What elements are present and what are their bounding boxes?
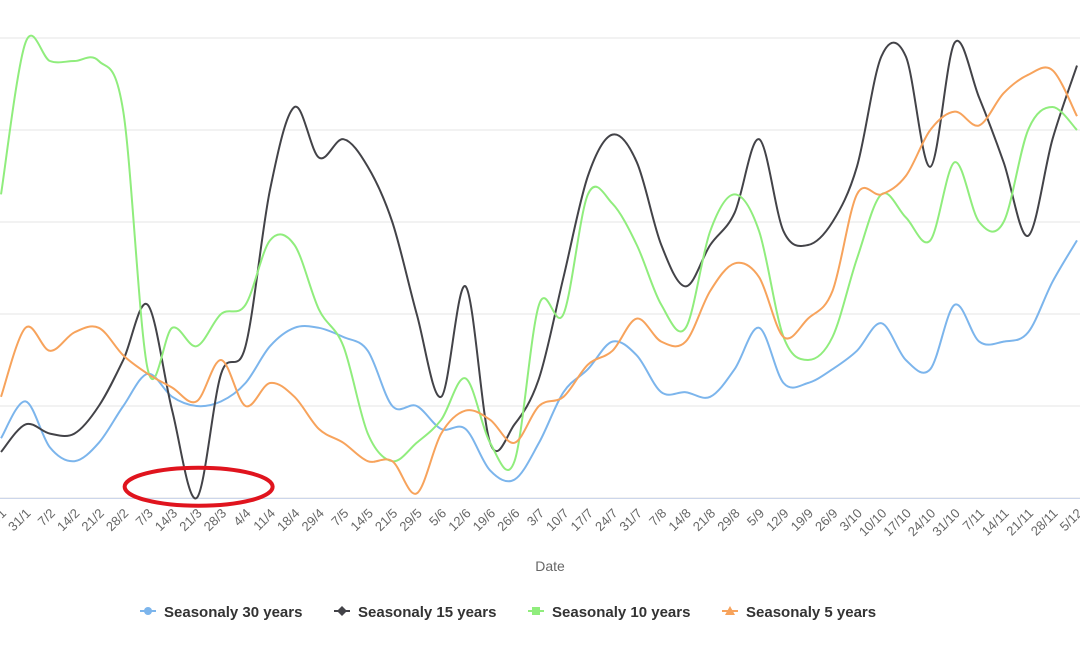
highlight-ellipse — [122, 465, 275, 508]
x-tick-label: 24/7 — [592, 506, 621, 535]
x-tick-label: 24/10 — [905, 506, 939, 540]
series-lines — [0, 34, 1078, 500]
x-tick-label: 29/8 — [714, 506, 743, 535]
x-tick-label: 29/5 — [396, 506, 425, 535]
x-tick-label: 14/3 — [152, 506, 181, 535]
x-tick-label: 21/3 — [176, 506, 205, 535]
series-line-seasonaly-15-years — [0, 39, 1078, 500]
x-tick-label: 28/2 — [103, 506, 132, 535]
x-tick-label: 4/4 — [230, 506, 253, 529]
annotations — [122, 465, 275, 508]
x-tick-label: 10/10 — [856, 506, 890, 540]
legend-marker-circle — [144, 607, 152, 615]
x-tick-label: 14/8 — [665, 506, 694, 535]
x-tick-label: 31/1 — [5, 506, 34, 535]
legend-label: Seasonaly 15 years — [358, 604, 496, 621]
x-axis-title: Date — [535, 558, 565, 574]
x-tick-label: 17/7 — [568, 506, 597, 535]
x-tick-label: 31/7 — [616, 506, 645, 535]
x-tick-label: 7/2 — [35, 506, 58, 529]
x-tick-label: 29/4 — [299, 506, 328, 535]
legend-label: Seasonaly 5 years — [746, 604, 876, 621]
x-tick-label: 28/3 — [201, 506, 230, 535]
x-tick-label: 21/8 — [690, 506, 719, 535]
x-tick-label: 12/9 — [763, 506, 792, 535]
x-tick-label: 19/6 — [470, 506, 499, 535]
series-line-seasonaly-10-years — [0, 34, 1078, 471]
x-tick-label: 17/10 — [880, 506, 914, 540]
x-tick-label: 10/7 — [543, 506, 572, 535]
x-tick-label: 7/3 — [132, 506, 155, 529]
x-tick-label: 26/6 — [494, 506, 523, 535]
x-tick-label: 7/5 — [328, 506, 351, 529]
x-axis-tick-labels: 24/131/1 7/214/221/228/2 7/314/321/328/3 4/… — [0, 506, 1080, 540]
legend-label: Seasonaly 30 years — [164, 604, 302, 621]
x-tick-label: 3/7 — [524, 506, 547, 529]
legend-item[interactable]: Seasonaly 10 years — [528, 604, 690, 621]
x-tick-label: 11/4 — [250, 506, 278, 534]
x-tick-label: 14/2 — [54, 506, 83, 535]
legend-item[interactable]: Seasonaly 15 years — [334, 604, 496, 621]
legend-item[interactable]: Seasonaly 30 years — [140, 604, 302, 621]
series-line-seasonaly-5-years — [0, 66, 1078, 495]
x-tick-label: 26/9 — [812, 506, 841, 535]
legend-label: Seasonaly 10 years — [552, 604, 690, 621]
x-tick-label: 14/5 — [347, 506, 376, 535]
legend: Seasonaly 30 years Seasonaly 15 years Seas… — [140, 604, 876, 621]
x-tick-label: 7/8 — [646, 506, 669, 529]
series-line-seasonaly-30-years — [0, 239, 1078, 483]
x-tick-label: 5/9 — [744, 506, 767, 529]
x-tick-label: 12/6 — [445, 506, 474, 535]
x-tick-label: 14/11 — [979, 506, 1012, 539]
legend-item[interactable]: Seasonaly 5 years — [722, 604, 876, 621]
x-tick-label: 19/9 — [788, 506, 817, 535]
x-tick-label: 21/2 — [78, 506, 107, 535]
x-tick-label: 31/10 — [929, 506, 963, 540]
legend-marker-triangle — [725, 606, 735, 615]
legend-marker-diamond — [337, 606, 347, 616]
x-tick-label: 5/12 — [1057, 506, 1080, 535]
x-tick-label: 28/11 — [1028, 506, 1061, 539]
x-tick-label: 18/4 — [274, 506, 303, 535]
x-tick-label: 21/11 — [1003, 506, 1036, 539]
x-tick-label: 24/1 — [0, 506, 9, 535]
x-tick-label: 5/6 — [426, 506, 449, 529]
grid-lines — [0, 37, 1080, 499]
x-tick-label: 21/5 — [372, 506, 401, 535]
legend-marker-square — [532, 607, 540, 615]
